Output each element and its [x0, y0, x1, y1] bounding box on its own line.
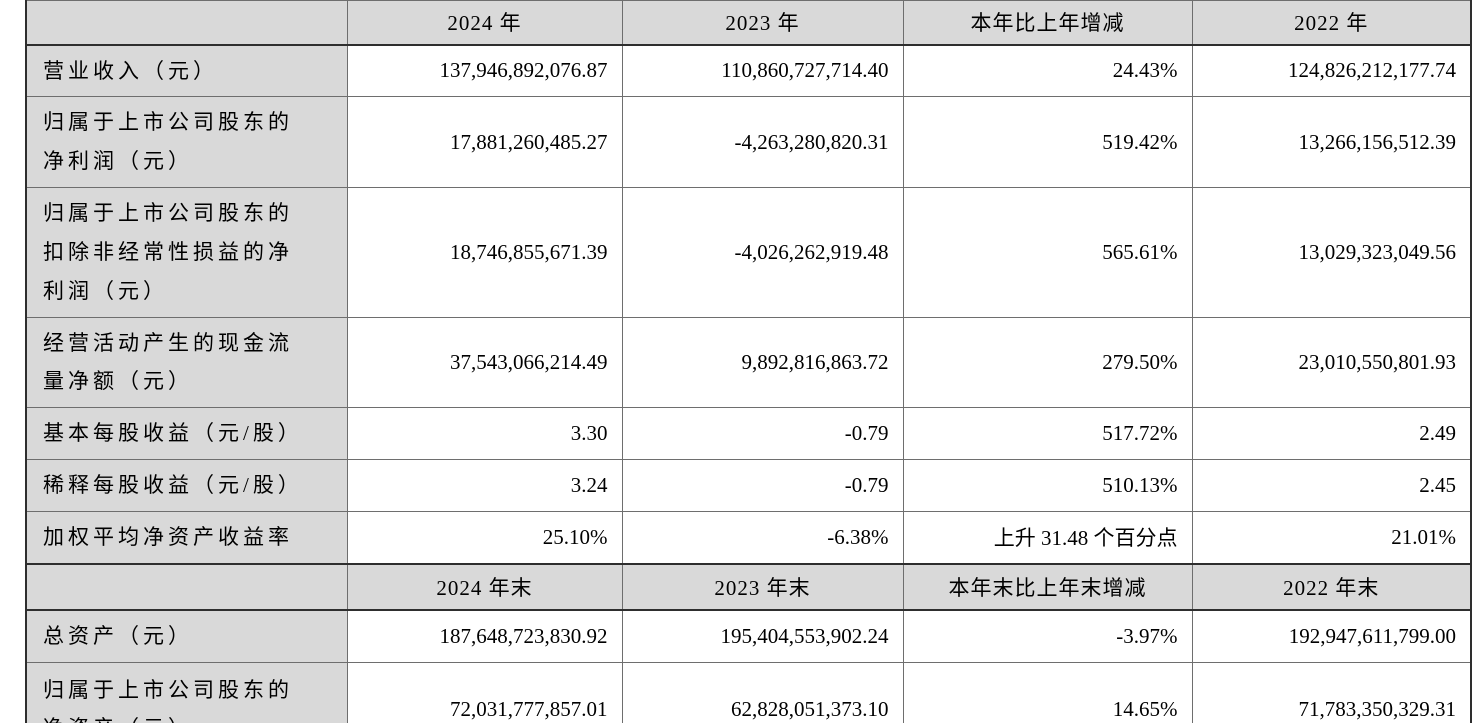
- cell-total-assets-2024: 187,648,723,830.92: [346, 609, 623, 663]
- cell-net-profit-deducted-2023: -4,026,262,919.48: [621, 187, 904, 318]
- cell-weighted-roe-2022: 21.01%: [1191, 510, 1472, 565]
- cell-net-profit-change: 519.42%: [902, 96, 1193, 189]
- row-label-operating-revenue: 营业收入（元）: [25, 43, 348, 98]
- cell-weighted-roe-change: 上升 31.48 个百分点: [902, 510, 1193, 565]
- row-weighted-roe: 加权平均净资产收益率 25.10% -6.38% 上升 31.48 个百分点 2…: [25, 510, 1472, 565]
- cell-net-profit-2024: 17,881,260,485.27: [346, 96, 623, 189]
- cell-operating-revenue-2024: 137,946,892,076.87: [346, 43, 623, 98]
- annual-header-row: 2024 年 2023 年 本年比上年增减 2022 年: [25, 0, 1472, 46]
- cell-net-profit-2023: -4,263,280,820.31: [621, 96, 904, 189]
- cell-net-assets-change: 14.65%: [902, 661, 1193, 723]
- cell-basic-eps-2023: -0.79: [621, 407, 904, 461]
- cell-weighted-roe-2023: -6.38%: [621, 510, 904, 565]
- annual-header-corner-cell: [25, 0, 348, 46]
- cell-net-profit-deducted-change: 565.61%: [902, 187, 1193, 318]
- cell-diluted-eps-change: 510.13%: [902, 459, 1193, 512]
- row-total-assets: 总资产（元） 187,648,723,830.92 195,404,553,90…: [25, 609, 1472, 663]
- cell-total-assets-2022: 192,947,611,799.00: [1191, 609, 1472, 663]
- row-net-assets: 归属于上市公司股东的 净资产（元） 72,031,777,857.01 62,8…: [25, 661, 1472, 723]
- column-header-2022: 2022 年: [1191, 0, 1472, 46]
- row-operating-cash-flow: 经营活动产生的现金流 量净额（元） 37,543,066,214.49 9,89…: [25, 316, 1472, 409]
- cell-net-assets-2024: 72,031,777,857.01: [346, 661, 623, 723]
- cell-net-assets-2023: 62,828,051,373.10: [621, 661, 904, 723]
- row-operating-revenue: 营业收入（元） 137,946,892,076.87 110,860,727,7…: [25, 43, 1472, 98]
- cell-basic-eps-2022: 2.49: [1191, 407, 1472, 461]
- cell-basic-eps-2024: 3.30: [346, 407, 623, 461]
- row-label-weighted-roe: 加权平均净资产收益率: [25, 510, 348, 565]
- financial-summary-table: 2024 年 2023 年 本年比上年增减 2022 年 营业收入（元） 137…: [25, 0, 1472, 723]
- cell-operating-cash-flow-change: 279.50%: [902, 316, 1193, 409]
- column-header-2023: 2023 年: [621, 0, 904, 46]
- cell-total-assets-change: -3.97%: [902, 609, 1193, 663]
- row-label-total-assets: 总资产（元）: [25, 609, 348, 663]
- column-header-2024: 2024 年: [346, 0, 623, 46]
- row-label-net-profit: 归属于上市公司股东的 净利润（元）: [25, 96, 348, 189]
- cell-diluted-eps-2022: 2.45: [1191, 459, 1472, 512]
- cell-net-profit-2022: 13,266,156,512.39: [1191, 96, 1472, 189]
- cell-operating-cash-flow-2024: 37,543,066,214.49: [346, 316, 623, 409]
- cell-net-profit-deducted-2022: 13,029,323,049.56: [1191, 187, 1472, 318]
- row-label-operating-cash-flow: 经营活动产生的现金流 量净额（元）: [25, 316, 348, 409]
- column-header-2023-end: 2023 年末: [621, 562, 904, 611]
- cell-weighted-roe-2024: 25.10%: [346, 510, 623, 565]
- column-header-end-yoy-change: 本年末比上年末增减: [902, 562, 1193, 611]
- cell-operating-revenue-change: 24.43%: [902, 43, 1193, 98]
- cell-net-profit-deducted-2024: 18,746,855,671.39: [346, 187, 623, 318]
- cell-total-assets-2023: 195,404,553,902.24: [621, 609, 904, 663]
- row-net-profit-deducted: 归属于上市公司股东的 扣除非经常性损益的净 利润（元） 18,746,855,6…: [25, 187, 1472, 318]
- cell-operating-revenue-2022: 124,826,212,177.74: [1191, 43, 1472, 98]
- period-end-header-row: 2024 年末 2023 年末 本年末比上年末增减 2022 年末: [25, 562, 1472, 611]
- cell-operating-cash-flow-2022: 23,010,550,801.93: [1191, 316, 1472, 409]
- column-header-2022-end: 2022 年末: [1191, 562, 1472, 611]
- column-header-yoy-change: 本年比上年增减: [902, 0, 1193, 46]
- row-diluted-eps: 稀释每股收益（元/股） 3.24 -0.79 510.13% 2.45: [25, 459, 1472, 512]
- cell-net-assets-2022: 71,783,350,329.31: [1191, 661, 1472, 723]
- cell-operating-cash-flow-2023: 9,892,816,863.72: [621, 316, 904, 409]
- row-label-diluted-eps: 稀释每股收益（元/股）: [25, 459, 348, 512]
- row-net-profit: 归属于上市公司股东的 净利润（元） 17,881,260,485.27 -4,2…: [25, 96, 1472, 189]
- row-basic-eps: 基本每股收益（元/股） 3.30 -0.79 517.72% 2.49: [25, 407, 1472, 461]
- row-label-basic-eps: 基本每股收益（元/股）: [25, 407, 348, 461]
- cell-diluted-eps-2024: 3.24: [346, 459, 623, 512]
- period-end-header-corner-cell: [25, 562, 348, 611]
- cell-diluted-eps-2023: -0.79: [621, 459, 904, 512]
- cell-basic-eps-change: 517.72%: [902, 407, 1193, 461]
- row-label-net-profit-deducted: 归属于上市公司股东的 扣除非经常性损益的净 利润（元）: [25, 187, 348, 318]
- row-label-net-assets: 归属于上市公司股东的 净资产（元）: [25, 661, 348, 723]
- column-header-2024-end: 2024 年末: [346, 562, 623, 611]
- cell-operating-revenue-2023: 110,860,727,714.40: [621, 43, 904, 98]
